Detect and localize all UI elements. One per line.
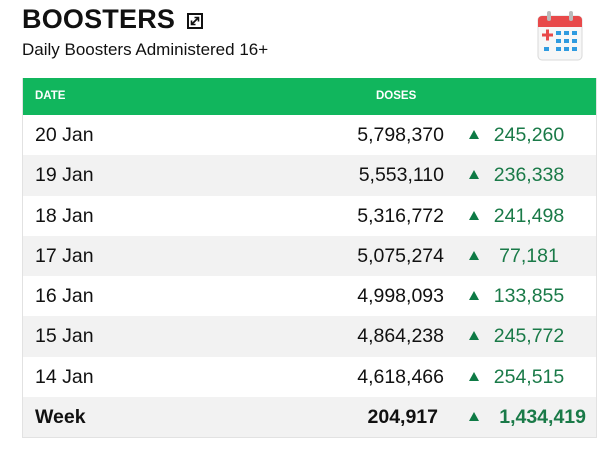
calendar-icon bbox=[537, 11, 583, 61]
row-doses: 4,998,093 bbox=[357, 285, 444, 308]
row-doses: 5,553,110 bbox=[358, 164, 444, 187]
row-date: 18 Jan bbox=[35, 204, 94, 227]
row-change: 254,515 bbox=[493, 365, 565, 388]
table-row: 19 Jan 5,553,110 236,338 bbox=[23, 155, 596, 196]
triangle-up-icon bbox=[469, 331, 479, 341]
row-date: 15 Jan bbox=[35, 325, 94, 348]
table-body: 20 Jan 5,798,370 245,260 19 Jan 5,553,110 236… bbox=[23, 115, 596, 398]
row-date: 20 Jan bbox=[35, 124, 94, 146]
triangle-up-icon bbox=[469, 412, 479, 422]
triangle-up-icon bbox=[469, 371, 479, 381]
expand-icon[interactable] bbox=[187, 12, 204, 29]
table-row: 14 Jan 4,618,466 254,515 bbox=[23, 356, 596, 398]
row-date: 19 Jan bbox=[35, 164, 94, 187]
triangle-up-icon bbox=[469, 291, 479, 301]
title-row: BOOSTERS bbox=[22, 4, 204, 35]
table-header: DATE DOSES bbox=[23, 78, 596, 115]
table-row: 20 Jan 5,798,370 245,260 bbox=[23, 115, 596, 156]
triangle-up-icon bbox=[469, 250, 479, 260]
week-summary-row: Week 204,917 1,434,419 bbox=[23, 397, 596, 438]
week-label: Week bbox=[35, 406, 86, 429]
triangle-up-icon bbox=[469, 170, 479, 180]
row-doses: 4,618,466 bbox=[357, 365, 444, 388]
row-change: 133,855 bbox=[493, 285, 565, 308]
page-title: BOOSTERS bbox=[22, 4, 176, 34]
row-date: 14 Jan bbox=[35, 365, 94, 388]
row-date: 16 Jan bbox=[35, 285, 94, 308]
row-change: 236,338 bbox=[493, 164, 565, 187]
week-doses: 204,917 bbox=[367, 406, 439, 429]
row-change: 241,498 bbox=[493, 204, 565, 227]
row-change: 77,181 bbox=[499, 244, 559, 267]
subtitle: Daily Boosters Administered 16+ bbox=[22, 40, 269, 59]
row-date: 17 Jan bbox=[35, 244, 94, 267]
boosters-table: DATE DOSES 20 Jan 5,798,370 245,260 19 Jan 5… bbox=[22, 78, 597, 439]
column-header-date: DATE bbox=[35, 90, 66, 102]
row-change: 245,260 bbox=[493, 124, 565, 146]
column-header-doses: DOSES bbox=[376, 90, 417, 102]
table-row: 15 Jan 4,864,238 245,772 bbox=[23, 316, 596, 357]
table-row: 18 Jan 5,316,772 241,498 bbox=[23, 195, 596, 236]
row-doses: 5,075,274 bbox=[357, 244, 444, 267]
row-doses: 5,798,370 bbox=[357, 124, 444, 146]
triangle-up-icon bbox=[469, 210, 479, 220]
week-change: 1,434,419 bbox=[499, 406, 586, 429]
table-row: 17 Jan 5,075,274 77,181 bbox=[23, 235, 596, 277]
row-doses: 4,864,238 bbox=[357, 325, 444, 348]
triangle-up-icon bbox=[469, 130, 479, 139]
row-change: 245,772 bbox=[493, 325, 565, 348]
row-doses: 5,316,772 bbox=[357, 204, 444, 227]
table-row: 16 Jan 4,998,093 133,855 bbox=[23, 276, 596, 317]
